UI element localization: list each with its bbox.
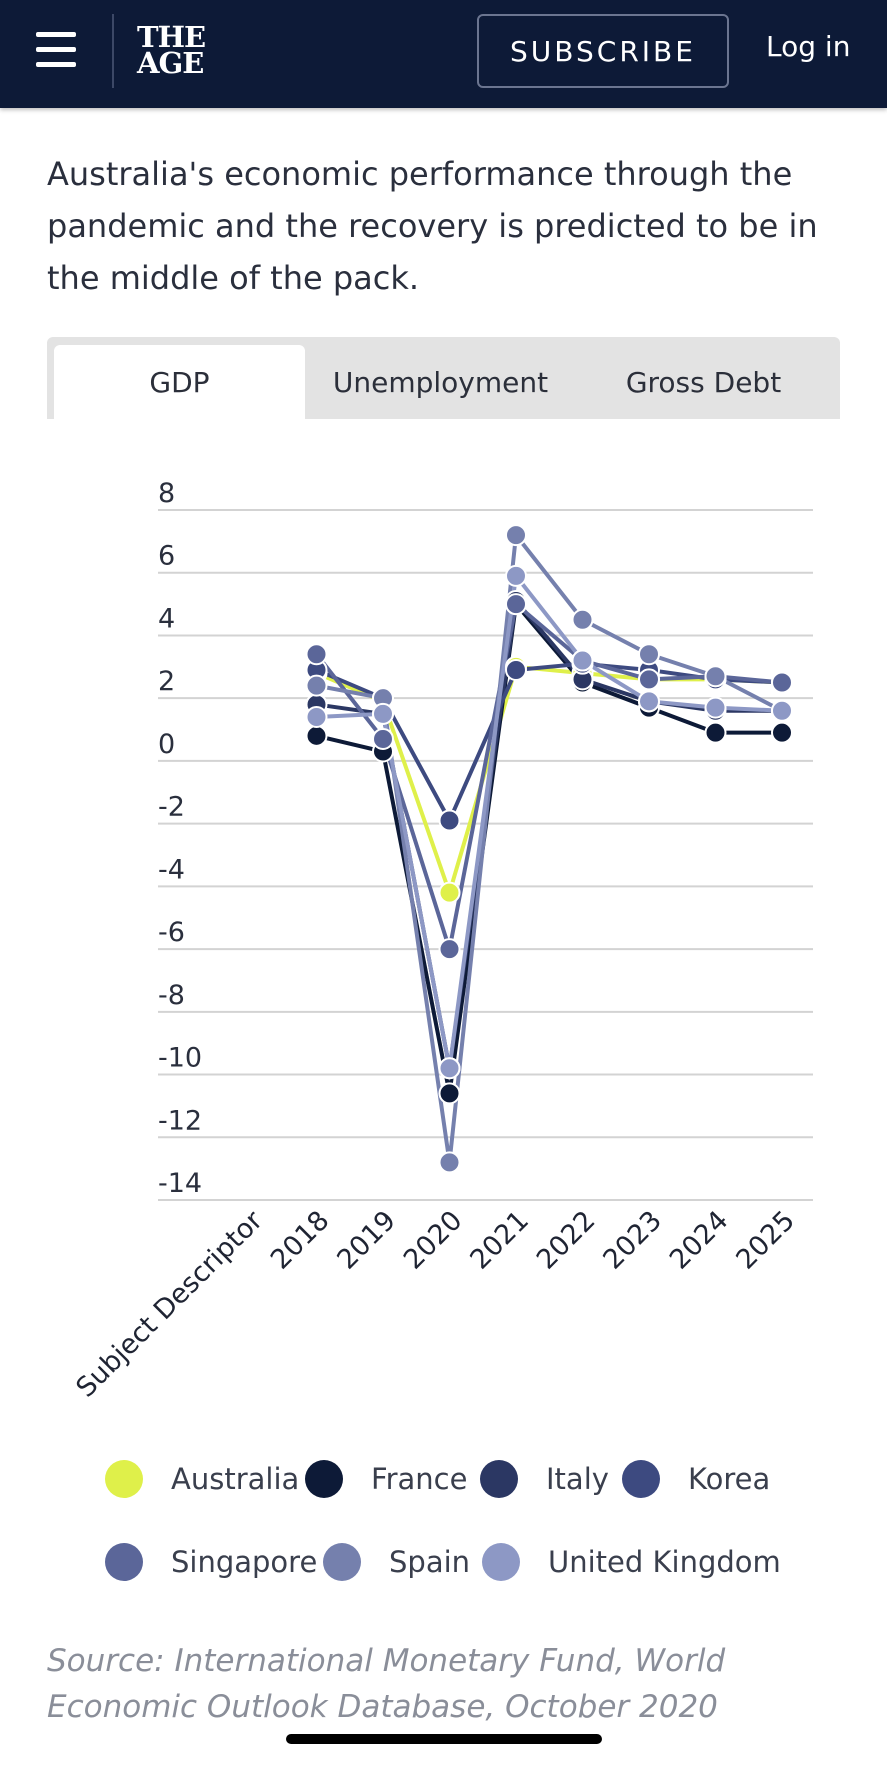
legend-label: United Kingdom [548,1545,781,1579]
y-tick-label: -6 [158,917,185,948]
x-tick-label: Subject Descriptor [70,1204,269,1403]
data-point [638,668,660,691]
data-point [771,721,793,744]
data-point [571,649,594,672]
x-tick-label: 2018 [265,1205,336,1276]
legend-label: Spain [389,1545,471,1579]
legend-swatch [480,1460,518,1498]
data-point [305,674,328,697]
subscribe-button[interactable]: SUBSCRIBE [477,14,729,88]
y-tick-label: -4 [158,854,185,885]
legend-item[interactable]: Singapore [105,1543,317,1581]
tab-gdp[interactable]: GDP [54,345,305,419]
legend-label: France [371,1462,468,1496]
data-point [505,564,527,587]
data-point [372,727,394,750]
site-header: THE AGE SUBSCRIBE Log in [0,0,887,108]
y-tick-label: -12 [158,1105,202,1136]
data-point [638,643,660,666]
legend-item[interactable]: Korea [622,1460,770,1498]
data-point [771,699,793,722]
data-point [438,881,461,904]
x-tick-label: 2024 [664,1205,735,1276]
y-tick-label: 8 [158,478,175,509]
data-point [638,690,660,713]
x-tick-label: 2022 [531,1205,602,1276]
tab-unemployment[interactable]: Unemployment [332,365,549,399]
x-tick-label: 2019 [331,1205,402,1276]
y-tick-label: 0 [158,729,175,760]
y-tick-label: -2 [158,792,185,823]
x-tick-label: 2020 [398,1205,469,1276]
hamburger-menu-icon[interactable] [36,32,76,72]
legend-swatch [105,1543,143,1581]
x-tick-label: 2021 [464,1205,535,1276]
chart-tabs: GDP Unemployment Gross Debt [47,337,840,419]
legend-swatch [482,1543,520,1581]
series-line-5 [316,533,783,1165]
data-point [305,643,328,666]
legend-item[interactable]: France [305,1460,467,1498]
header-divider [112,14,114,88]
x-tick-label: 2023 [597,1205,668,1276]
data-point [771,671,793,694]
legend-swatch [323,1543,361,1581]
y-tick-label: 6 [158,541,175,572]
legend-item[interactable]: Australia [105,1460,299,1498]
y-tick-label: 2 [158,666,175,697]
y-tick-label: -14 [158,1168,202,1199]
legend-item[interactable]: United Kingdom [482,1543,781,1581]
source-note: Source: International Monetary Fund, Wor… [47,1643,726,1725]
data-point [704,696,727,719]
data-point [438,1151,461,1174]
intro-paragraph: Australia's economic performance through… [47,155,818,297]
logo-line-1: THE [137,20,206,54]
x-tick-label: 2025 [730,1205,801,1276]
data-point [305,706,328,728]
legend-swatch [622,1460,660,1498]
legend-label: Italy [546,1462,609,1496]
the-age-logo[interactable]: THE AGE [137,20,206,80]
legend-item[interactable]: Spain [323,1543,470,1581]
data-point [438,1057,461,1080]
data-point [505,658,527,681]
y-tick-label: 4 [158,603,175,634]
data-point [571,608,594,631]
y-tick-label: -8 [158,980,185,1011]
login-link[interactable]: Log in [766,30,851,63]
data-point [704,721,727,744]
data-point [438,938,461,961]
data-point [704,665,727,688]
logo-line-2: AGE [137,46,204,80]
data-point [305,724,328,747]
y-tick-label: -10 [158,1043,202,1074]
legend-swatch [305,1460,343,1498]
data-point [505,524,527,547]
tab-gross-debt[interactable]: Gross Debt [625,365,782,399]
data-point [438,809,461,832]
gdp-line-chart: 8 6 4 2 0 -2 -4 -6 -8 -10 -12 -14 Subject Descriptor… [70,478,813,1404]
home-indicator [286,1734,602,1744]
data-point [505,593,527,616]
legend-label: Australia [171,1462,300,1496]
data-point [438,1082,461,1105]
legend-label: Korea [688,1462,771,1496]
legend-swatch [105,1460,143,1498]
series-line-1 [316,602,782,1096]
legend-label: Singapore [171,1545,318,1579]
series-line-6 [316,573,783,1071]
legend-item[interactable]: Italy [480,1460,609,1498]
data-point [372,702,394,725]
